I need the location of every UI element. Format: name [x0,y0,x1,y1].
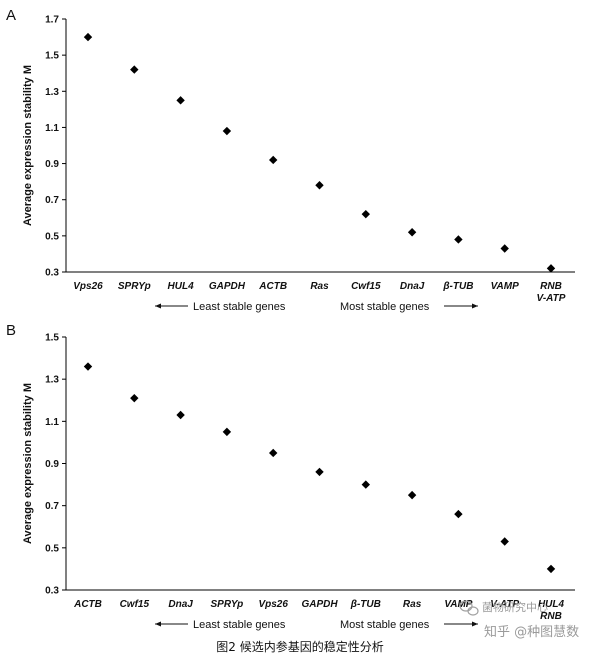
y-tick-label: 1.5 [45,333,59,344]
chart-panel-b: B Average expression stability M 0.3 0.5 0.7… [6,322,575,631]
data-point [315,467,324,477]
left-arrow-icon [155,303,161,309]
panel-label-b: B [6,322,16,339]
right-arrow-label-a: Most stable genes [340,301,430,313]
data-point [269,155,278,165]
watermark-account: 菌物研究中心 [482,600,548,614]
data-point [83,362,93,371]
data-point [176,410,185,420]
right-arrow-label-b: Most stable genes [340,619,430,631]
data-point [407,228,417,237]
x-tick-label: β-TUB [350,599,381,610]
x-tick-label: GAPDH [301,599,338,610]
x-tick-label: Vps26 [73,281,103,292]
y-axis-label-b: Average expression stability M [22,383,34,544]
x-tick-label: Ras [310,281,329,292]
x-tick-label: DnaJ [168,599,193,610]
y-tick-label: 0.3 [45,586,59,597]
data-point [454,509,463,519]
data-point [546,264,556,273]
y-axis-label-a: Average expression stability M [22,65,34,226]
watermark-site: 知乎 @种图慧数 [484,624,579,640]
chart-panel-a: A Average expression stability M 0.3 0.5 0.7… [6,7,575,313]
y-tick-label: 0.9 [45,459,59,470]
data-point [176,96,185,105]
x-tick-label: SPRYp [211,599,244,610]
data-point [454,235,463,244]
x-tick-label: ACTB [258,281,287,292]
wechat-icon [459,600,479,616]
data-point [500,244,509,253]
x-tick-label: SPRYp [118,281,151,292]
x-tick-label: VAMP [444,599,472,610]
y-tick-label: 1.7 [45,15,59,26]
x-tick-label: GAPDH [209,281,246,292]
y-tick-label: 0.5 [45,543,59,554]
data-point [269,448,278,458]
data-point [83,32,93,42]
x-tick-label: HUL4 [168,281,195,292]
y-tick-label: 1.5 [45,51,59,62]
y-tick-label: 1.3 [45,87,59,98]
left-arrow-label-a: Least stable genes [193,301,286,313]
data-point [361,480,370,489]
x-tick-label: Ras [403,599,422,610]
x-tick-label: HUL4 [538,599,565,610]
data-point [361,209,370,219]
y-tick-label: 0.5 [45,231,59,242]
data-point [500,537,509,546]
left-arrow-label-b: Least stable genes [193,619,286,631]
y-tick-label: 0.7 [45,195,59,206]
y-tick-label: 0.3 [45,268,59,279]
x-tick-label: RNB [540,611,562,622]
watermark: 菌物研究中心 知乎 @种图慧数 [459,600,579,640]
x-tick-label: ACTB [73,599,102,610]
x-tick-label: RNB [540,281,562,292]
figure-caption: 图2 候选内参基因的稳定性分析 [216,639,383,654]
data-point [315,181,324,190]
y-tick-label: 0.7 [45,501,59,512]
x-tick-label: V-ATP [490,599,519,610]
y-tick-label: 1.1 [45,123,59,134]
data-point [222,126,232,136]
y-tick-label: 0.9 [45,159,59,170]
x-tick-label: DnaJ [400,281,425,292]
right-arrow-icon [472,621,478,627]
x-tick-label: Vps26 [258,599,288,610]
panel-label-a: A [6,7,16,24]
data-point [130,393,139,403]
x-tick-label: β-TUB [442,281,473,292]
data-point [130,65,139,74]
y-tick-label: 1.3 [45,375,59,386]
y-tick-label: 1.1 [45,417,59,428]
data-point [407,490,417,500]
data-point [222,427,232,437]
x-tick-label: VAMP [491,281,519,292]
data-point [546,564,556,574]
right-arrow-icon [472,303,478,309]
x-tick-label: Cwf15 [351,281,381,292]
x-tick-label: V-ATP [537,293,566,304]
x-tick-label: Cwf15 [120,599,150,610]
left-arrow-icon [155,621,161,627]
